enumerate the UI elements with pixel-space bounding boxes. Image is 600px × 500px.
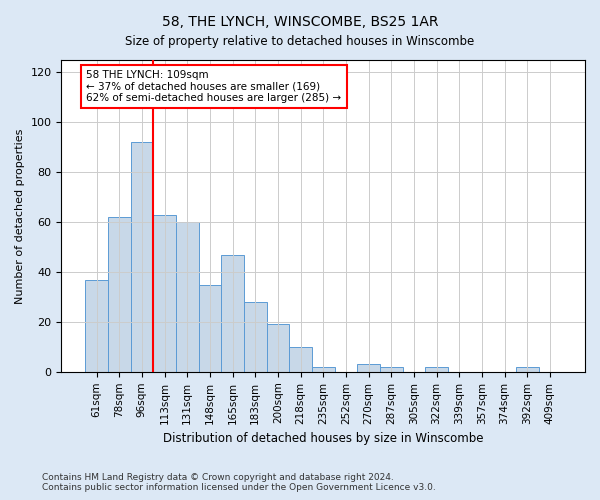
Text: 58 THE LYNCH: 109sqm
← 37% of detached houses are smaller (169)
62% of semi-deta: 58 THE LYNCH: 109sqm ← 37% of detached h… xyxy=(86,70,341,103)
Text: 58, THE LYNCH, WINSCOMBE, BS25 1AR: 58, THE LYNCH, WINSCOMBE, BS25 1AR xyxy=(162,15,438,29)
Bar xyxy=(380,367,403,372)
Bar xyxy=(244,302,266,372)
Bar xyxy=(85,280,108,372)
Bar xyxy=(199,284,221,372)
Text: Contains HM Land Registry data © Crown copyright and database right 2024.
Contai: Contains HM Land Registry data © Crown c… xyxy=(42,473,436,492)
Bar xyxy=(357,364,380,372)
Bar xyxy=(131,142,153,372)
X-axis label: Distribution of detached houses by size in Winscombe: Distribution of detached houses by size … xyxy=(163,432,484,445)
Bar xyxy=(108,217,131,372)
Bar xyxy=(425,367,448,372)
Y-axis label: Number of detached properties: Number of detached properties xyxy=(15,128,25,304)
Text: Size of property relative to detached houses in Winscombe: Size of property relative to detached ho… xyxy=(125,35,475,48)
Bar xyxy=(289,347,312,372)
Bar xyxy=(516,367,539,372)
Bar xyxy=(266,324,289,372)
Bar xyxy=(153,214,176,372)
Bar xyxy=(312,367,335,372)
Bar xyxy=(221,254,244,372)
Bar xyxy=(176,222,199,372)
